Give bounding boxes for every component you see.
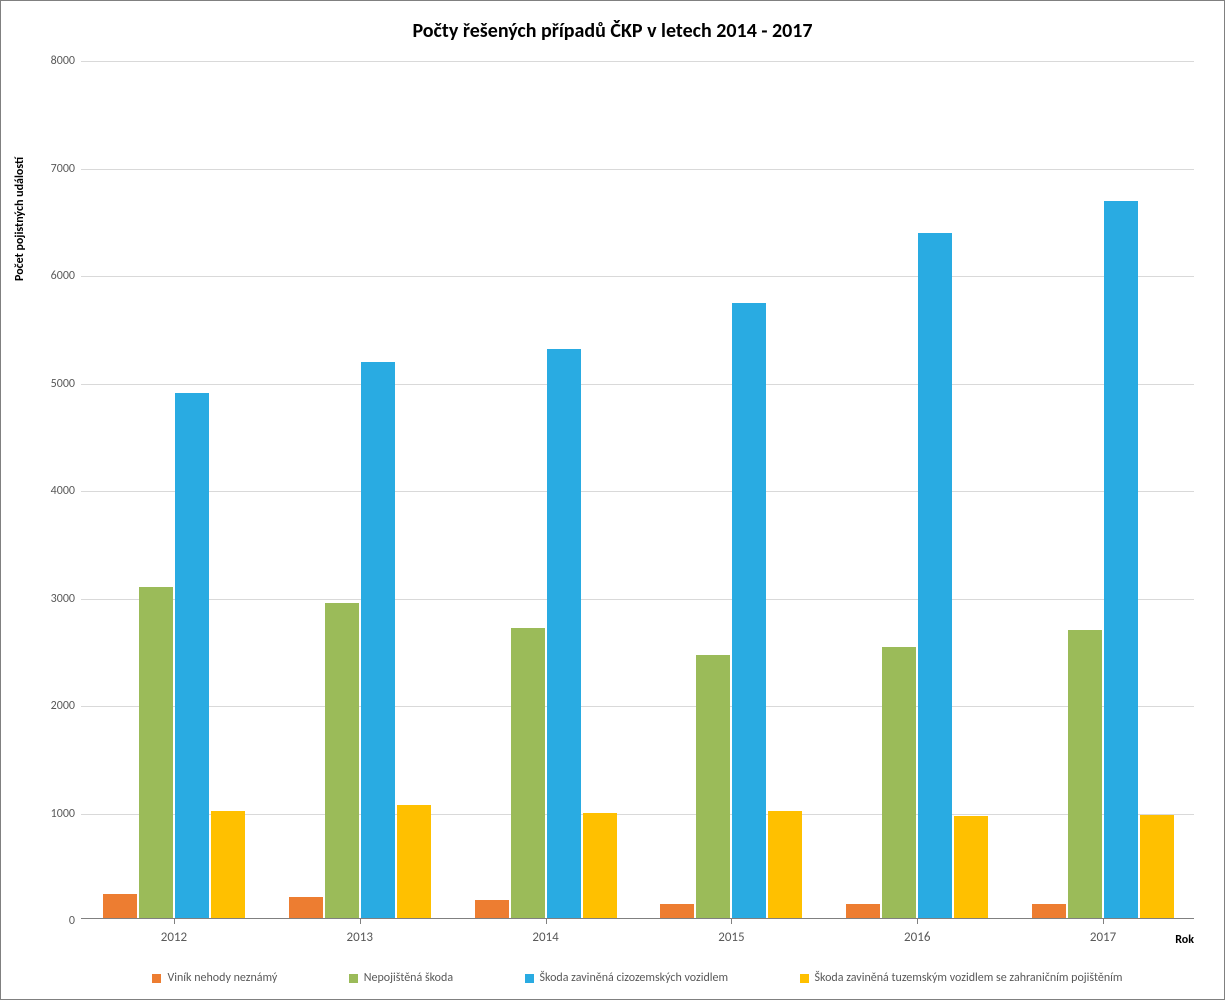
bar [211,811,245,919]
chart-title: Počty řešených případů ČKP v letech 2014… [1,19,1224,43]
bar [768,811,802,919]
category-group: 2015 [639,58,825,918]
bar [954,816,988,918]
bar [1140,815,1174,918]
legend-label: Škoda zaviněná tuzemským vozidlem se zah… [815,971,1123,985]
category-group: 2016 [824,58,1010,918]
bar [1068,630,1102,918]
bar [103,894,137,918]
plot-area: 0100020003000400050006000700080002012201… [81,61,1194,919]
bar [547,349,581,918]
bar [511,628,545,918]
x-tick-label: 2013 [347,930,373,945]
legend-swatch [525,974,534,983]
legend-item: Škoda zaviněná tuzemským vozidlem se zah… [800,971,1123,985]
y-tick-label: 2000 [51,699,75,713]
x-tick-label: 2017 [1090,930,1116,945]
bar [175,393,209,918]
legend-label: Nepojištěná škoda [364,971,453,985]
bar [696,655,730,918]
x-tick-mark [360,918,361,924]
bar [289,897,323,919]
legend-item: Škoda zaviněná cizozemských vozidlem [525,971,729,985]
x-tick-mark [917,918,918,924]
y-tick-label: 5000 [51,377,75,391]
x-tick-label: 2014 [532,930,558,945]
x-axis-label: Rok [1175,933,1194,947]
bar [361,362,395,918]
legend-swatch [800,974,809,983]
x-tick-mark [1103,918,1104,924]
category-group: 2014 [453,58,639,918]
chart-container: Počty řešených případů ČKP v letech 2014… [0,0,1225,1000]
x-tick-mark [546,918,547,924]
legend-label: Viník nehody neznámý [167,971,277,985]
category-group: 2013 [267,58,453,918]
bar [732,303,766,918]
y-tick-label: 8000 [51,54,75,68]
x-tick-label: 2012 [161,930,187,945]
bar [660,904,694,918]
x-tick-label: 2015 [718,930,744,945]
legend: Viník nehody neznámý Nepojištěná škoda Ško… [81,971,1194,985]
bar [583,813,617,918]
legend-item: Viník nehody neznámý [152,971,277,985]
y-tick-label: 1000 [51,807,75,821]
category-group: 2012 [81,58,267,918]
y-tick-label: 3000 [51,592,75,606]
y-axis-label: Počet pojistných událostí [13,157,27,281]
bar [325,603,359,918]
category-group: 2017 [1010,58,1196,918]
x-tick-mark [174,918,175,924]
x-tick-mark [731,918,732,924]
bar [139,587,173,918]
bar [846,904,880,918]
x-tick-label: 2016 [904,930,930,945]
bar [475,900,509,918]
bar [1104,201,1138,918]
legend-swatch [349,974,358,983]
bar [397,805,431,918]
y-tick-label: 4000 [51,484,75,498]
bar [882,647,916,918]
legend-item: Nepojištěná škoda [349,971,453,985]
y-tick-label: 7000 [51,162,75,176]
legend-swatch [152,974,161,983]
y-tick-label: 6000 [51,269,75,283]
legend-label: Škoda zaviněná cizozemských vozidlem [540,971,729,985]
bar [1032,904,1066,918]
y-tick-label: 0 [69,914,75,928]
bar [918,233,952,918]
